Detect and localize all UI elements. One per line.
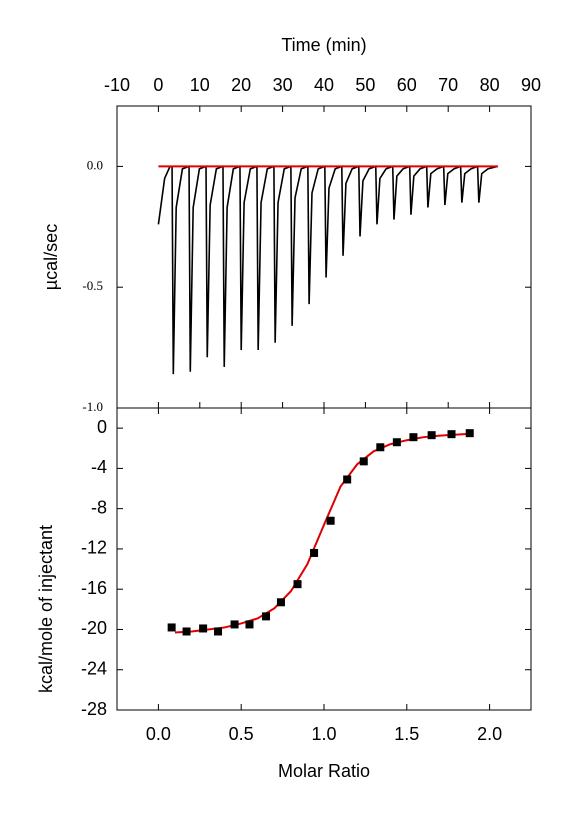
y-tick-label: -28 [81,699,107,719]
y-tick-label: -8 [91,497,107,517]
x-tick-label: 0.0 [146,724,171,744]
y-tick-label: 0 [97,417,107,437]
data-point [359,457,368,466]
y-tick-label: -4 [91,457,107,477]
data-point [245,620,254,629]
y-tick-label: -12 [81,538,107,558]
data-point [182,627,191,636]
x-tick-label: 1.5 [394,724,419,744]
y-tick-label: -24 [81,658,107,678]
x-tick-label: -10 [104,75,130,95]
x-tick-label: 50 [355,75,375,95]
data-point [199,624,208,633]
plot-frame [116,105,532,409]
x-tick-label: 20 [231,75,251,95]
data-point [262,612,271,621]
data-line [174,432,474,634]
x-tick-label: 40 [314,75,334,95]
data-point [276,598,285,607]
plot-frame [116,407,532,711]
data-point [310,548,319,557]
data-point [214,627,223,636]
y-axis-title: kcal/mole of injectant [36,525,56,693]
data-point [230,620,239,629]
y-tick-label: 0.0 [87,157,103,172]
data-line [157,165,499,375]
x-tick-label: 0 [153,75,163,95]
x-tick-label: 1.0 [311,724,336,744]
x-tick-label: 60 [397,75,417,95]
x-tick-label: 0.5 [229,724,254,744]
data-point [376,443,385,452]
data-point [447,430,456,439]
data-point [409,433,418,442]
x-tick-label: 30 [273,75,293,95]
y-tick-label: -1.0 [82,399,103,414]
data-point [293,580,302,589]
data-point [392,438,401,447]
data-point [167,623,176,632]
data-point [343,475,352,484]
data-point [427,431,436,440]
x-tick-label: 10 [190,75,210,95]
data-point [326,516,335,525]
x-axis-title: Time (min) [281,35,366,55]
y-tick-label: -16 [81,578,107,598]
x-axis-title: Molar Ratio [278,761,370,781]
y-axis-title: µcal/sec [41,224,61,290]
x-tick-label: 2.0 [477,724,502,744]
x-tick-label: 90 [521,75,541,95]
y-tick-label: -0.5 [82,278,103,293]
x-tick-label: 70 [438,75,458,95]
y-tick-label: -20 [81,618,107,638]
data-point [465,429,474,438]
x-tick-label: 80 [480,75,500,95]
